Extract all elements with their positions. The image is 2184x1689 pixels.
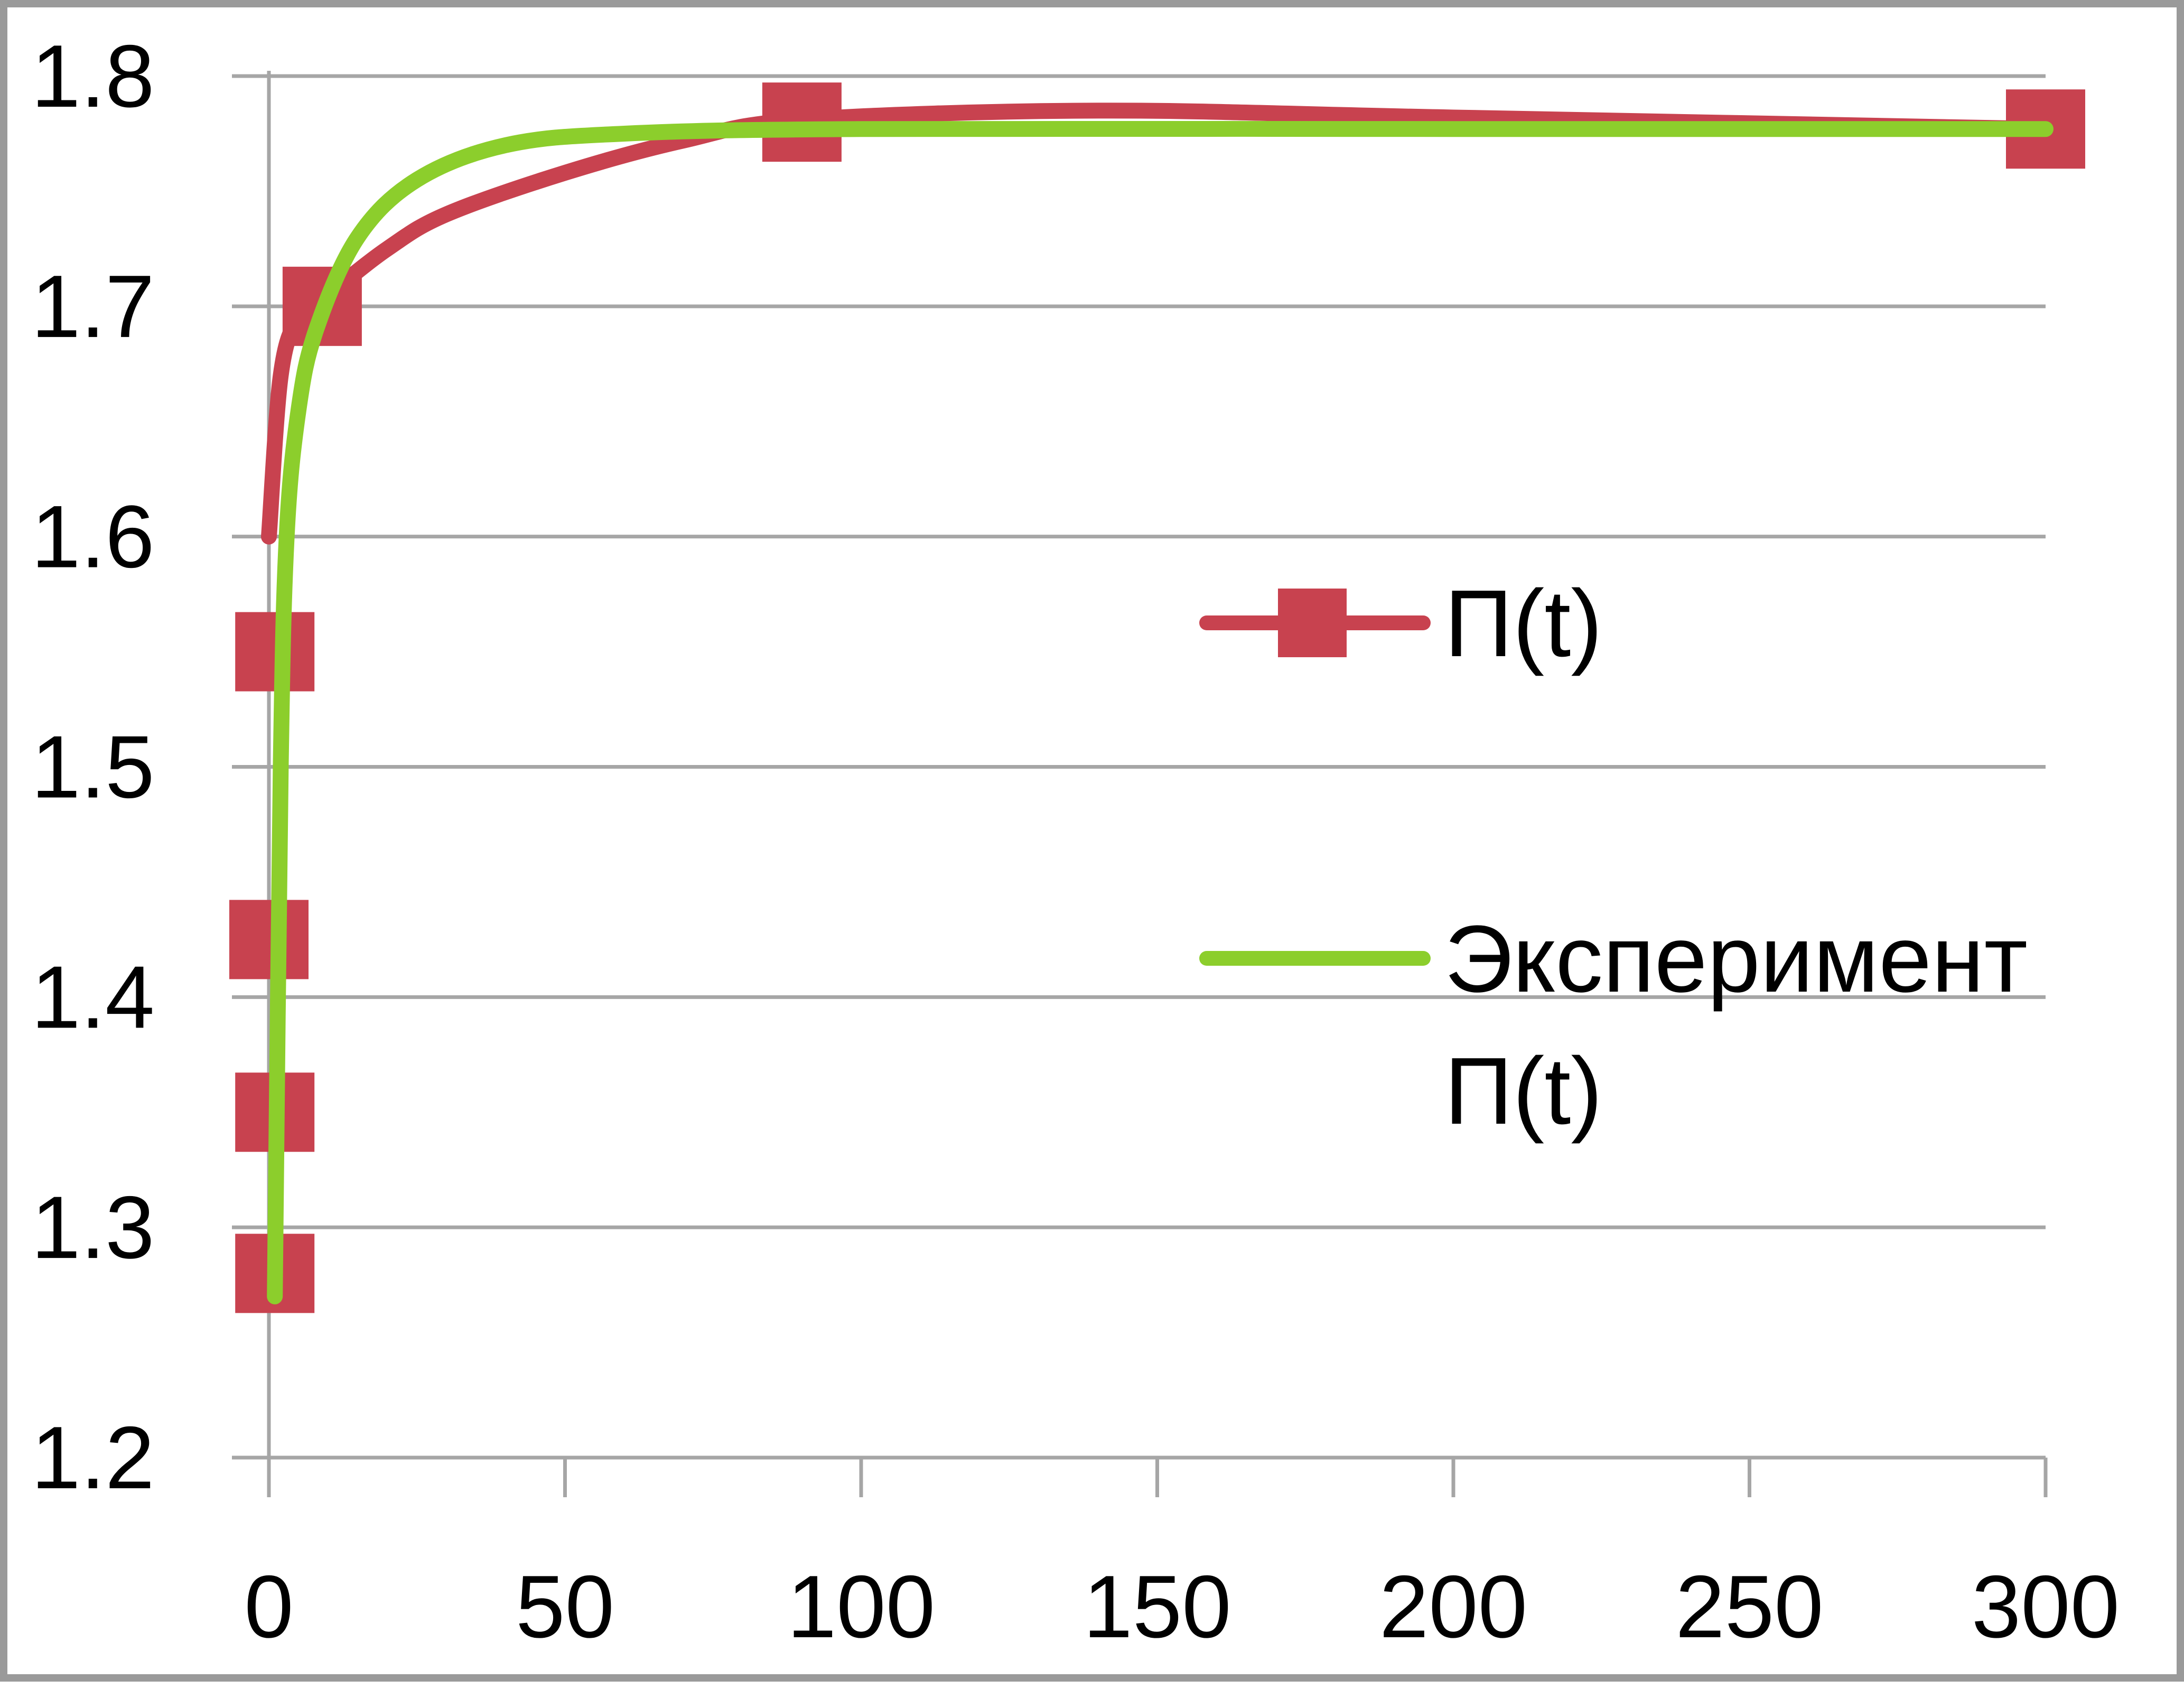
y-tick-label: 1.8 — [31, 26, 155, 126]
legend-series1-label: П(t) — [1444, 571, 1602, 677]
chart-svg: 1.21.31.41.51.61.71.80 50 100 150 200 250 300 … — [31, 26, 2120, 1656]
y-tick-label: 1.2 — [31, 1408, 155, 1507]
legend-series1-marker — [1278, 589, 1347, 657]
legend-series2-label-line2: П(t) — [1444, 1038, 1602, 1144]
x-tick-label: 150 — [1083, 1557, 1231, 1656]
y-tick-label: 1.6 — [31, 487, 155, 586]
x-tick-label: 50 — [516, 1557, 614, 1656]
y-tick-label: 1.4 — [31, 947, 155, 1047]
series-experiment-line — [267, 120, 2054, 1304]
x-tick-label: 250 — [1675, 1557, 1823, 1656]
series-pi-marker — [229, 900, 309, 979]
series-pi-line — [261, 102, 2054, 545]
legend-series2-label-line1: Эксперимент — [1444, 906, 2028, 1012]
y-tick-label: 1.3 — [31, 1178, 155, 1277]
x-tick-label: 100 — [787, 1557, 935, 1656]
series-layer — [229, 82, 2085, 1313]
x-tick-label: 200 — [1379, 1557, 1527, 1656]
axis-layer: 1.2 1.3 1.4 1.5 1.6 1.7 1.8 0 50 100 150 200 250 300 — [31, 26, 2120, 1656]
y-tick-label: 1.7 — [31, 257, 155, 356]
grid-layer — [232, 74, 2046, 1229]
x-tick-label: 300 — [1972, 1557, 2120, 1656]
y-tick-label: 1.5 — [31, 717, 155, 817]
legend: П(t) Эксперимент П(t) — [1199, 571, 2028, 1144]
x-tick-label: 0 — [244, 1557, 293, 1656]
